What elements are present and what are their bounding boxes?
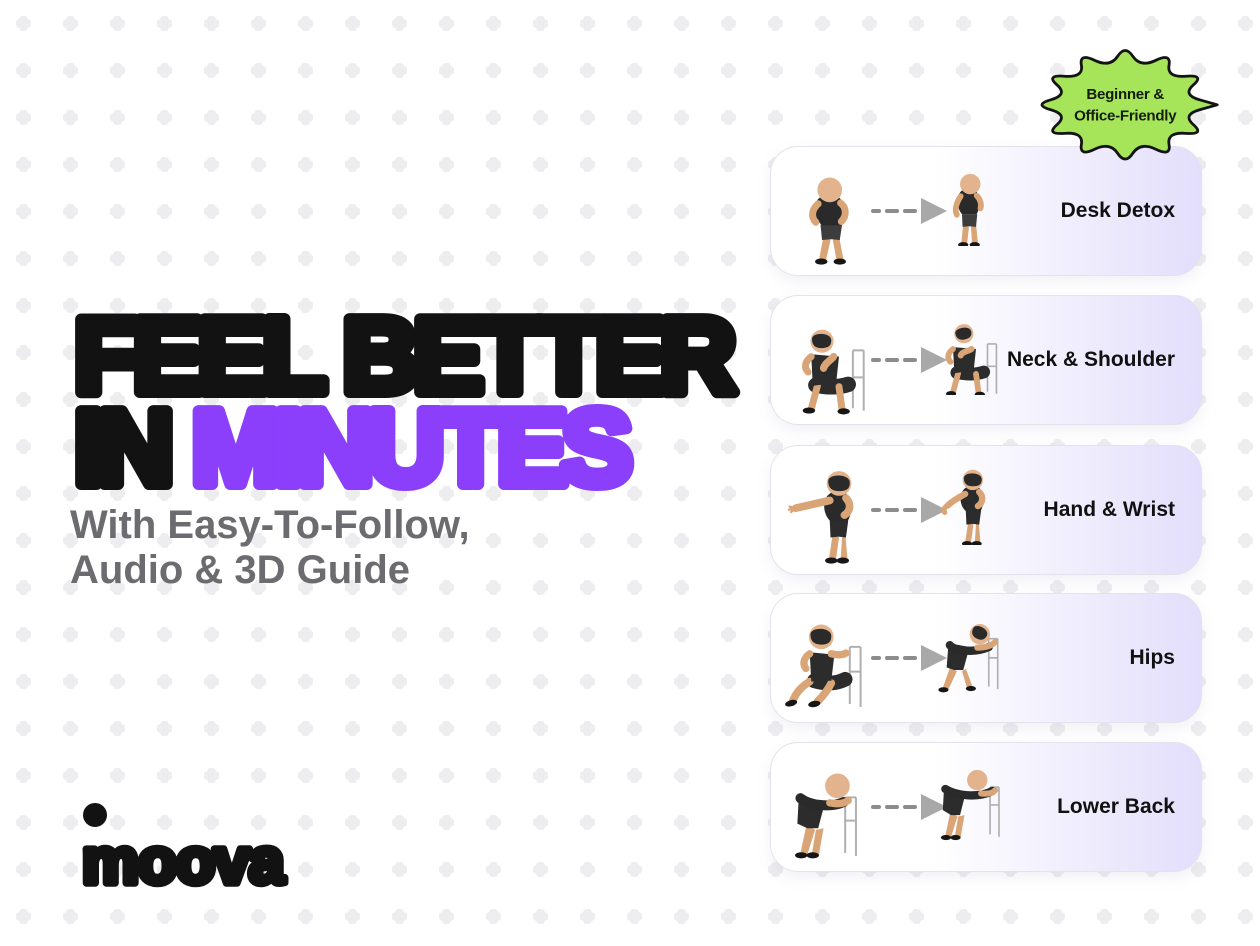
svg-text:Beginner &: Beginner & (1086, 86, 1164, 103)
svg-text:IN MINUTES: IN MINUTES (74, 389, 629, 507)
svg-text:moova: moova (82, 825, 285, 897)
svg-text:Office-Friendly: Office-Friendly (1074, 107, 1177, 124)
